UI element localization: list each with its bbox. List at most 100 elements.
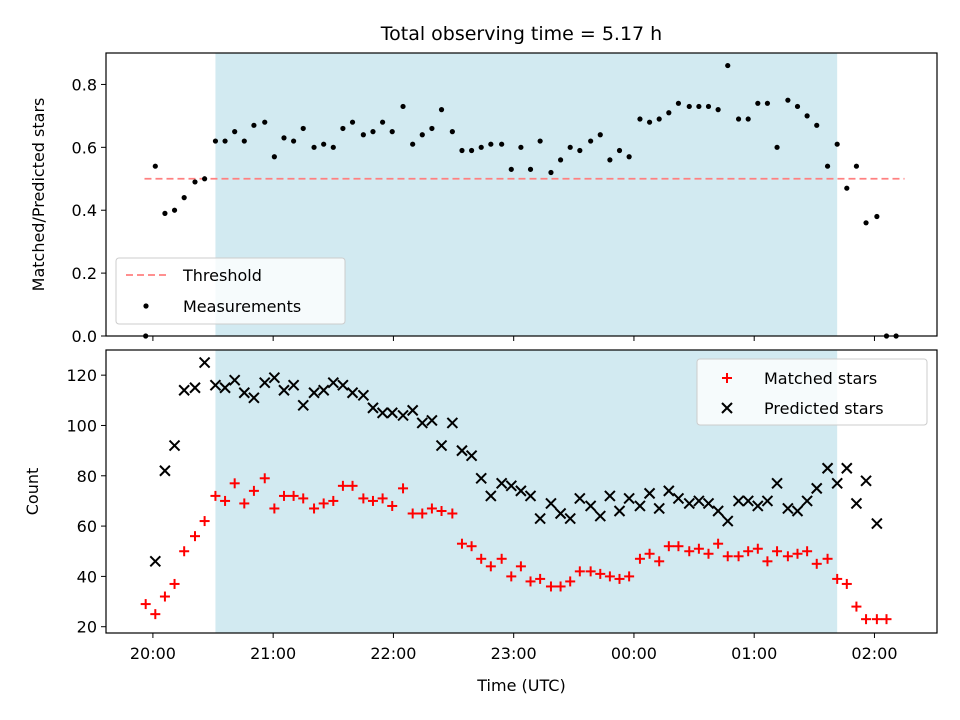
matched-point-48: [614, 573, 625, 584]
matched-point-68: [811, 558, 822, 569]
predicted-point-46: [604, 490, 616, 502]
matched-point-42: [555, 581, 566, 592]
predicted-point-3: [178, 384, 190, 396]
x-tick-label-6: 02:00: [851, 644, 897, 663]
measurement-point-14: [281, 135, 287, 141]
matched-point-14: [278, 490, 289, 501]
predicted-point-68: [821, 462, 834, 474]
predicted-point-62: [761, 495, 774, 507]
measurement-point-1: [152, 163, 158, 169]
matched-point-50: [634, 553, 645, 564]
measurement-point-17: [311, 144, 317, 150]
measurement-point-3: [171, 207, 178, 213]
predicted-point-26: [406, 404, 419, 417]
measurement-point-9: [232, 129, 238, 135]
measurement-point-46: [597, 132, 603, 138]
predicted-point-32: [465, 449, 478, 462]
x-tick-label-1: 21:00: [250, 644, 296, 663]
legend-predicted-swatch: [721, 402, 733, 414]
predicted-point-41: [554, 507, 567, 520]
top-axes-frame: [105, 52, 938, 337]
predicted-point-39: [534, 512, 546, 525]
matched-point-5: [189, 531, 200, 542]
bottom-y-tick-label-3: 80: [77, 467, 97, 486]
bottom-y-tick-label-5: 120: [66, 366, 97, 385]
predicted-point-64: [782, 502, 794, 515]
matched-point-47: [604, 571, 615, 582]
predicted-point-48: [623, 492, 635, 505]
predicted-point-20: [346, 387, 359, 399]
measurement-point-8: [222, 138, 228, 144]
measurement-point-56: [696, 103, 702, 110]
matched-point-66: [792, 548, 803, 559]
predicted-point-54: [683, 497, 695, 510]
matched-point-4: [179, 546, 190, 557]
matched-point-55: [684, 546, 695, 557]
matched-point-10: [239, 498, 250, 509]
measurements-points: [143, 62, 899, 339]
measurement-point-47: [607, 157, 613, 163]
bottom-y-tick-label-1: 40: [77, 567, 97, 586]
matched-point-7: [210, 490, 221, 501]
matched-point-15: [288, 490, 299, 501]
measurement-point-11: [251, 122, 257, 128]
matched-point-24: [377, 493, 388, 504]
predicted-point-23: [376, 407, 389, 419]
matched-point-13: [269, 503, 280, 514]
matched-point-28: [417, 508, 428, 519]
matched-point-75: [881, 614, 892, 625]
predicted-point-37: [515, 485, 527, 497]
measurement-point-55: [686, 103, 692, 110]
top-y-tick-label-1: 0.2: [72, 264, 97, 283]
measurement-point-21: [349, 119, 356, 125]
matched-point-43: [565, 576, 576, 587]
matched-point-51: [644, 548, 655, 559]
matched-point-20: [337, 480, 348, 491]
matched-point-45: [585, 566, 596, 577]
measurement-point-66: [794, 103, 801, 110]
top-legend: Threshold Measurements: [115, 257, 346, 325]
predicted-point-27: [416, 417, 428, 429]
legend-threshold-label: Threshold: [182, 266, 262, 285]
top-y-ticks: 0.0 0.2 0.4 0.6 0.8: [72, 75, 106, 346]
measurement-point-41: [548, 169, 554, 176]
legend-measurements-label: Measurements: [183, 297, 301, 316]
matched-point-57: [703, 548, 714, 559]
predicted-point-70: [841, 462, 853, 474]
matched-point-44: [574, 566, 585, 577]
measurement-point-20: [340, 125, 346, 132]
matched-stars-points: [140, 473, 892, 625]
predicted-point-16: [308, 387, 320, 399]
top-y-tick-label-0: 0.0: [72, 327, 97, 346]
matched-point-67: [802, 546, 813, 557]
measurement-point-2: [162, 210, 168, 216]
measurement-point-10: [241, 138, 247, 144]
matched-point-69: [822, 553, 833, 564]
measurement-point-13: [271, 154, 277, 160]
legend-matched-swatch: [722, 373, 732, 383]
predicted-point-5: [198, 356, 211, 369]
predicted-point-18: [327, 376, 339, 389]
measurement-point-44: [577, 147, 583, 154]
measurement-point-23: [370, 129, 376, 135]
measurement-point-53: [666, 110, 672, 116]
measurement-point-43: [567, 144, 573, 150]
x-tick-label-4: 00:00: [611, 644, 657, 663]
x-axis-label: Time (UTC): [476, 676, 565, 695]
x-tick-label-0: 20:00: [130, 644, 176, 663]
predicted-point-52: [663, 485, 675, 497]
matched-point-27: [407, 508, 418, 519]
predicted-point-31: [456, 444, 468, 457]
predicted-point-22: [367, 402, 379, 414]
predicted-point-34: [485, 490, 497, 502]
matched-point-63: [762, 556, 773, 567]
predicted-point-45: [594, 510, 606, 522]
measurement-point-22: [360, 132, 366, 138]
predicted-point-47: [613, 505, 626, 517]
matched-point-21: [347, 480, 358, 491]
measurement-point-60: [735, 116, 742, 122]
predicted-point-66: [801, 495, 813, 507]
bottom-axes-frame: [105, 349, 938, 634]
matched-point-71: [841, 578, 852, 589]
